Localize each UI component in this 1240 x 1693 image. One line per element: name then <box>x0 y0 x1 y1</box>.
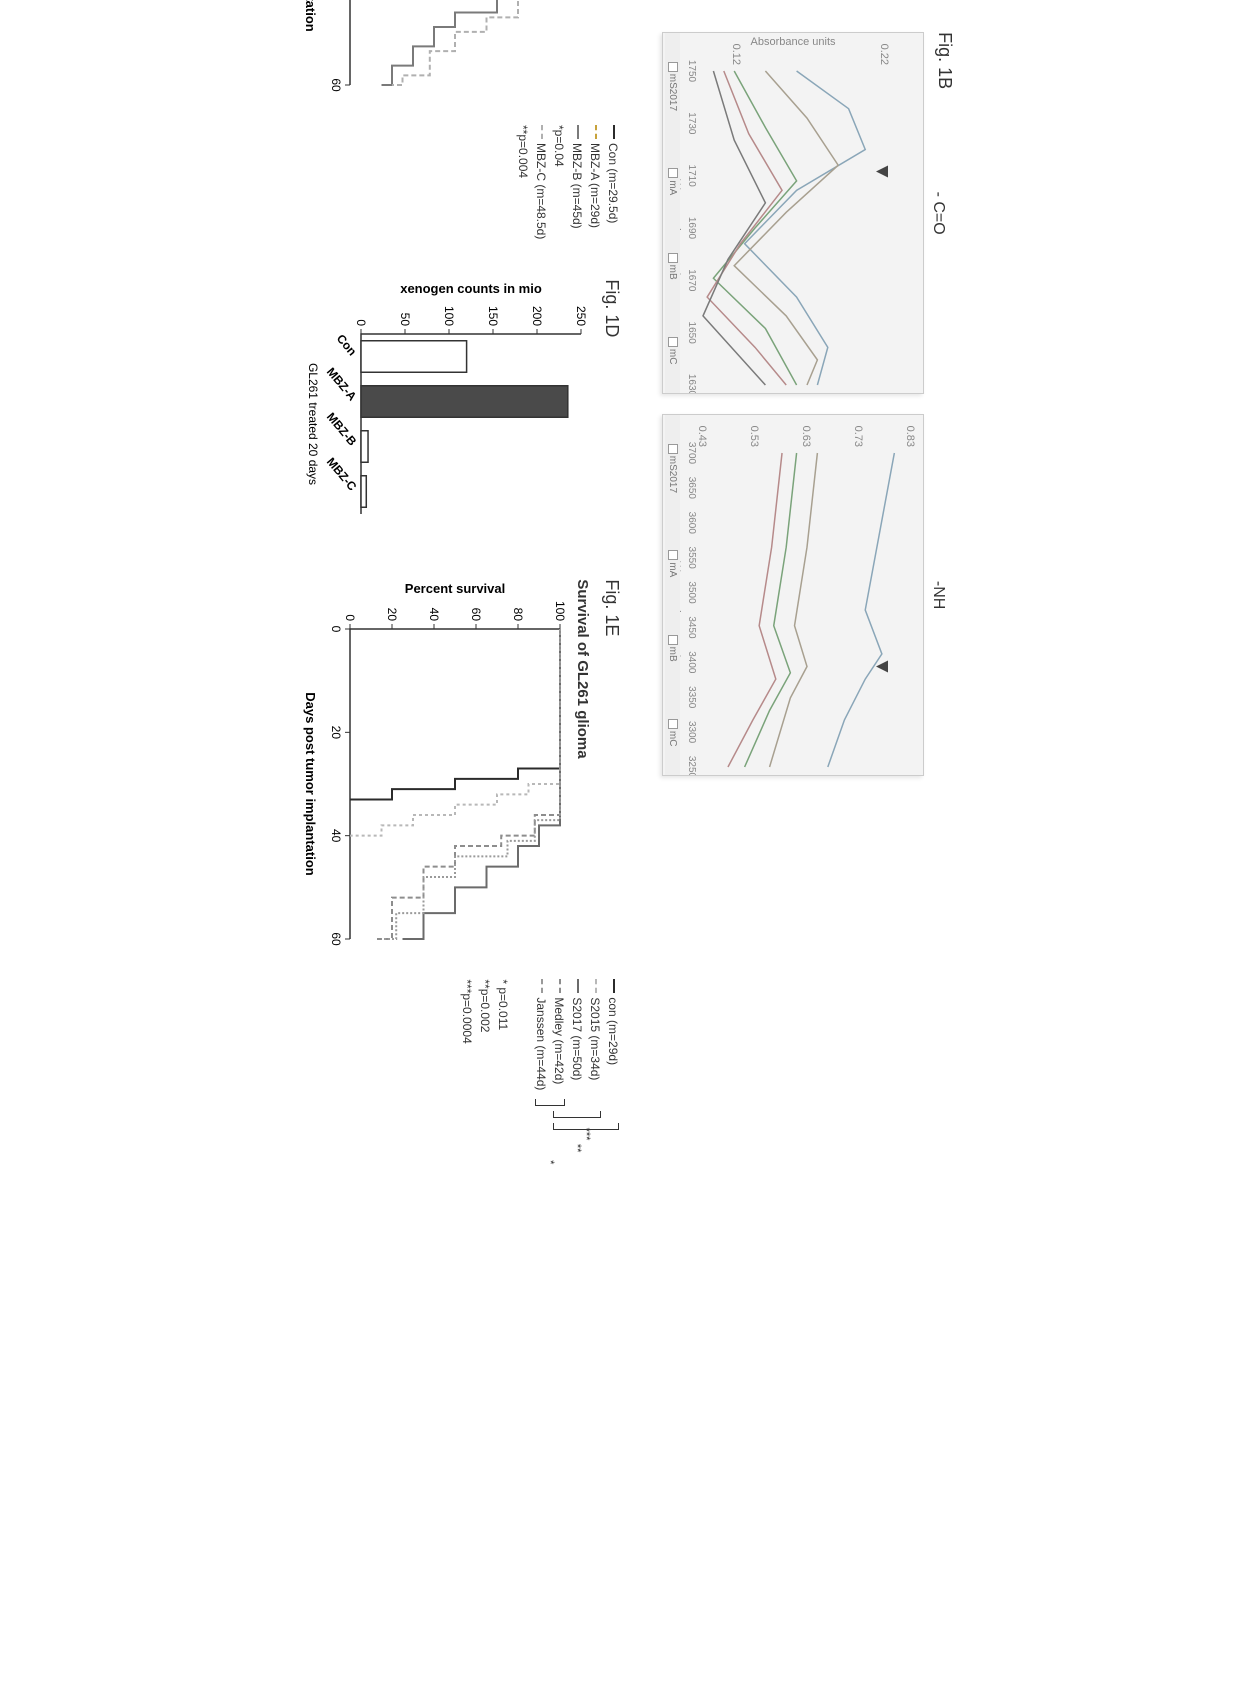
panel-legend: mS2017mAmBmC <box>665 33 680 393</box>
svg-text:MBZ-A: MBZ-A <box>324 365 360 404</box>
svg-text:60: 60 <box>329 933 343 947</box>
svg-text:3700: 3700 <box>686 442 697 465</box>
svg-text:1730: 1730 <box>686 112 697 135</box>
svg-text:50: 50 <box>398 313 412 327</box>
fig-1e-pvals: * p=0.011**p=0.002***p=0.0004 <box>458 979 512 1134</box>
svg-text:1750: 1750 <box>686 60 697 83</box>
fig-1c: Fig. 1C Survival of GL261 glimoa 0204060… <box>295 0 622 239</box>
svg-text:80: 80 <box>511 608 525 622</box>
svg-text:100: 100 <box>553 601 567 621</box>
bracket-label: *** <box>578 1128 595 1141</box>
svg-text:1630: 1630 <box>686 374 697 393</box>
panel-title: -NH <box>929 581 947 609</box>
svg-text:Percent survival: Percent survival <box>405 581 505 596</box>
fig-1e-title: Survival of GL261 glioma <box>574 579 591 969</box>
fig-1c-label: Fig. 1C <box>601 0 622 115</box>
legend-item: MBZ-C (m=48.5d) <box>532 125 550 239</box>
svg-text:MBZ-C: MBZ-C <box>324 455 360 494</box>
legend-item: MBZ-A (m=29d) <box>586 125 604 239</box>
fig-1b: Fig. 1B - C=O 0.22 0.12 Absorbance units 175… <box>662 32 955 776</box>
fig-1c-legend: Con (m=29.5d)MBZ-A (m=29d)MBZ-B (m=45d)*… <box>295 125 622 239</box>
bar-chart-d: 0 50 100 150 200 250 xenogen counts in mio Con M… <box>301 279 591 539</box>
panel-title: - C=O <box>929 192 947 235</box>
svg-text:3650: 3650 <box>686 477 697 500</box>
svg-text:0.53: 0.53 <box>748 426 760 447</box>
svg-text:0: 0 <box>329 626 343 633</box>
svg-text:40: 40 <box>329 829 343 843</box>
svg-text:0.12: 0.12 <box>730 44 742 65</box>
svg-text:150: 150 <box>486 306 500 326</box>
svg-text:3600: 3600 <box>686 512 697 535</box>
svg-text:3400: 3400 <box>686 651 697 674</box>
survival-chart-c: 0204060801000204060Percent survivalDays … <box>300 0 570 115</box>
svg-text:3500: 3500 <box>686 582 697 605</box>
legend-item: *p=0.04 <box>550 125 568 239</box>
svg-text:40: 40 <box>427 608 441 622</box>
legend-item: S2017 (m=50d) <box>568 979 586 1090</box>
pvalue-text: **p=0.002 <box>476 979 494 1134</box>
fig-1d: Fig. 1D 0 50 100 150 200 250 xenogen counts in… <box>296 279 622 539</box>
svg-text:1690: 1690 <box>686 217 697 240</box>
svg-text:0: 0 <box>354 320 368 327</box>
svg-text:60: 60 <box>469 608 483 622</box>
survival-chart-e: 0 20 40 60 80 100 0 20 40 60 Percent survival Days … <box>300 579 570 969</box>
significance-bracket <box>553 1117 601 1118</box>
svg-text:3350: 3350 <box>686 686 697 709</box>
bracket-label: ** <box>569 1144 586 1153</box>
svg-text:60: 60 <box>329 78 343 92</box>
legend-item: MBZ-B (m=45d) <box>568 125 586 239</box>
svg-text:Days post tumor implantation: Days post tumor implantation <box>303 693 318 877</box>
svg-text:100: 100 <box>442 306 456 326</box>
spectrum-panel: -NH0.830.730.630.530.4337003650360035503… <box>662 414 924 776</box>
legend-item: Janssen (m=44d) <box>532 979 550 1090</box>
legend-item: Medley (m=42d) <box>550 979 568 1090</box>
panel-legend: mS2017mAmBmC <box>665 415 680 775</box>
svg-text:20: 20 <box>329 726 343 740</box>
svg-text:Con: Con <box>334 332 360 359</box>
fig-1b-label: Fig. 1B <box>934 32 955 776</box>
spectrum-panel: - C=O0.220.12Absorbance units17501730171… <box>662 32 924 394</box>
legend-item: con (m=29d) <box>604 979 622 1090</box>
pvalue-text: * p=0.011 <box>494 979 512 1134</box>
svg-text:20: 20 <box>385 608 399 622</box>
svg-text:0.43: 0.43 <box>696 426 708 447</box>
svg-text:0.22: 0.22 <box>878 44 890 65</box>
fig-1e-legend: con (m=29d)S2015 (m=34d)S2017 (m=50d)Med… <box>532 979 622 1134</box>
svg-text:3550: 3550 <box>686 547 697 570</box>
svg-text:Absorbance units: Absorbance units <box>751 36 836 48</box>
svg-text:xenogen counts in mio: xenogen counts in mio <box>400 281 542 296</box>
legend-item: S2015 (m=34d) <box>586 979 604 1090</box>
svg-text:3300: 3300 <box>686 721 697 744</box>
legend-item: Con (m=29.5d) <box>604 125 622 239</box>
svg-text:250: 250 <box>574 306 588 326</box>
fig-1e-label: Fig. 1E <box>601 579 622 969</box>
fig-1e: Fig. 1E Survival of GL261 glioma 0 20 40 60… <box>295 579 622 1134</box>
svg-text:0.83: 0.83 <box>904 426 916 447</box>
svg-text:1710: 1710 <box>686 165 697 188</box>
svg-text:GL261 treated 20 days: GL261 treated 20 days <box>306 363 320 485</box>
svg-text:MBZ-B: MBZ-B <box>324 410 360 449</box>
legend-item: **p=0.004 <box>514 125 532 239</box>
svg-text:200: 200 <box>530 306 544 326</box>
svg-text:0: 0 <box>343 615 357 622</box>
fig-1c-title: Survival of GL261 glimoa <box>574 0 591 115</box>
svg-text:3250: 3250 <box>686 756 697 775</box>
svg-text:1670: 1670 <box>686 269 697 292</box>
svg-text:0.73: 0.73 <box>852 426 864 447</box>
svg-text:Days post tumor implantation: Days post tumor implantation <box>303 0 318 32</box>
svg-text:0.63: 0.63 <box>800 426 812 447</box>
significance-bracket <box>535 1105 565 1106</box>
bracket-label: * <box>542 1160 559 1164</box>
pvalue-text: ***p=0.0004 <box>458 979 476 1134</box>
svg-text:1650: 1650 <box>686 322 697 345</box>
svg-text:3450: 3450 <box>686 616 697 639</box>
fig-1d-label: Fig. 1D <box>601 279 622 539</box>
